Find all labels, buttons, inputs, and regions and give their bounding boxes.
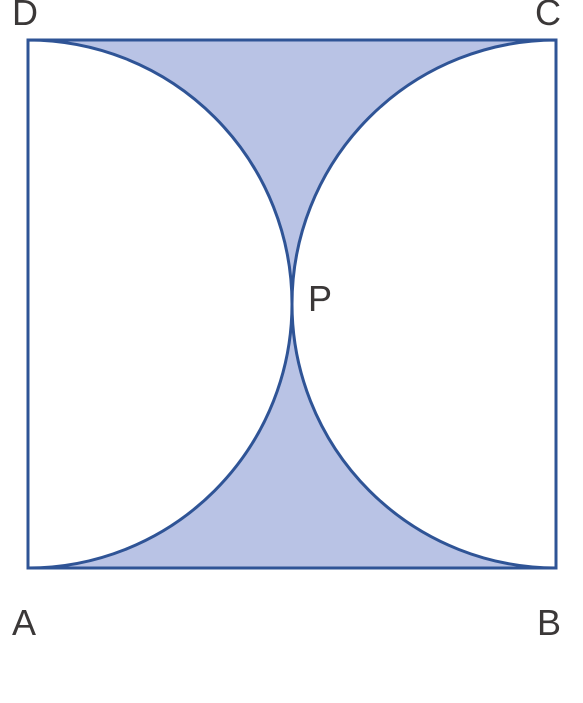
geometric-diagram: D C A B P xyxy=(0,0,583,698)
label-D: D xyxy=(12,0,38,34)
label-P: P xyxy=(308,278,332,320)
label-A: A xyxy=(12,602,36,644)
label-B: B xyxy=(537,602,561,644)
label-C: C xyxy=(535,0,561,34)
diagram-svg xyxy=(0,0,583,698)
